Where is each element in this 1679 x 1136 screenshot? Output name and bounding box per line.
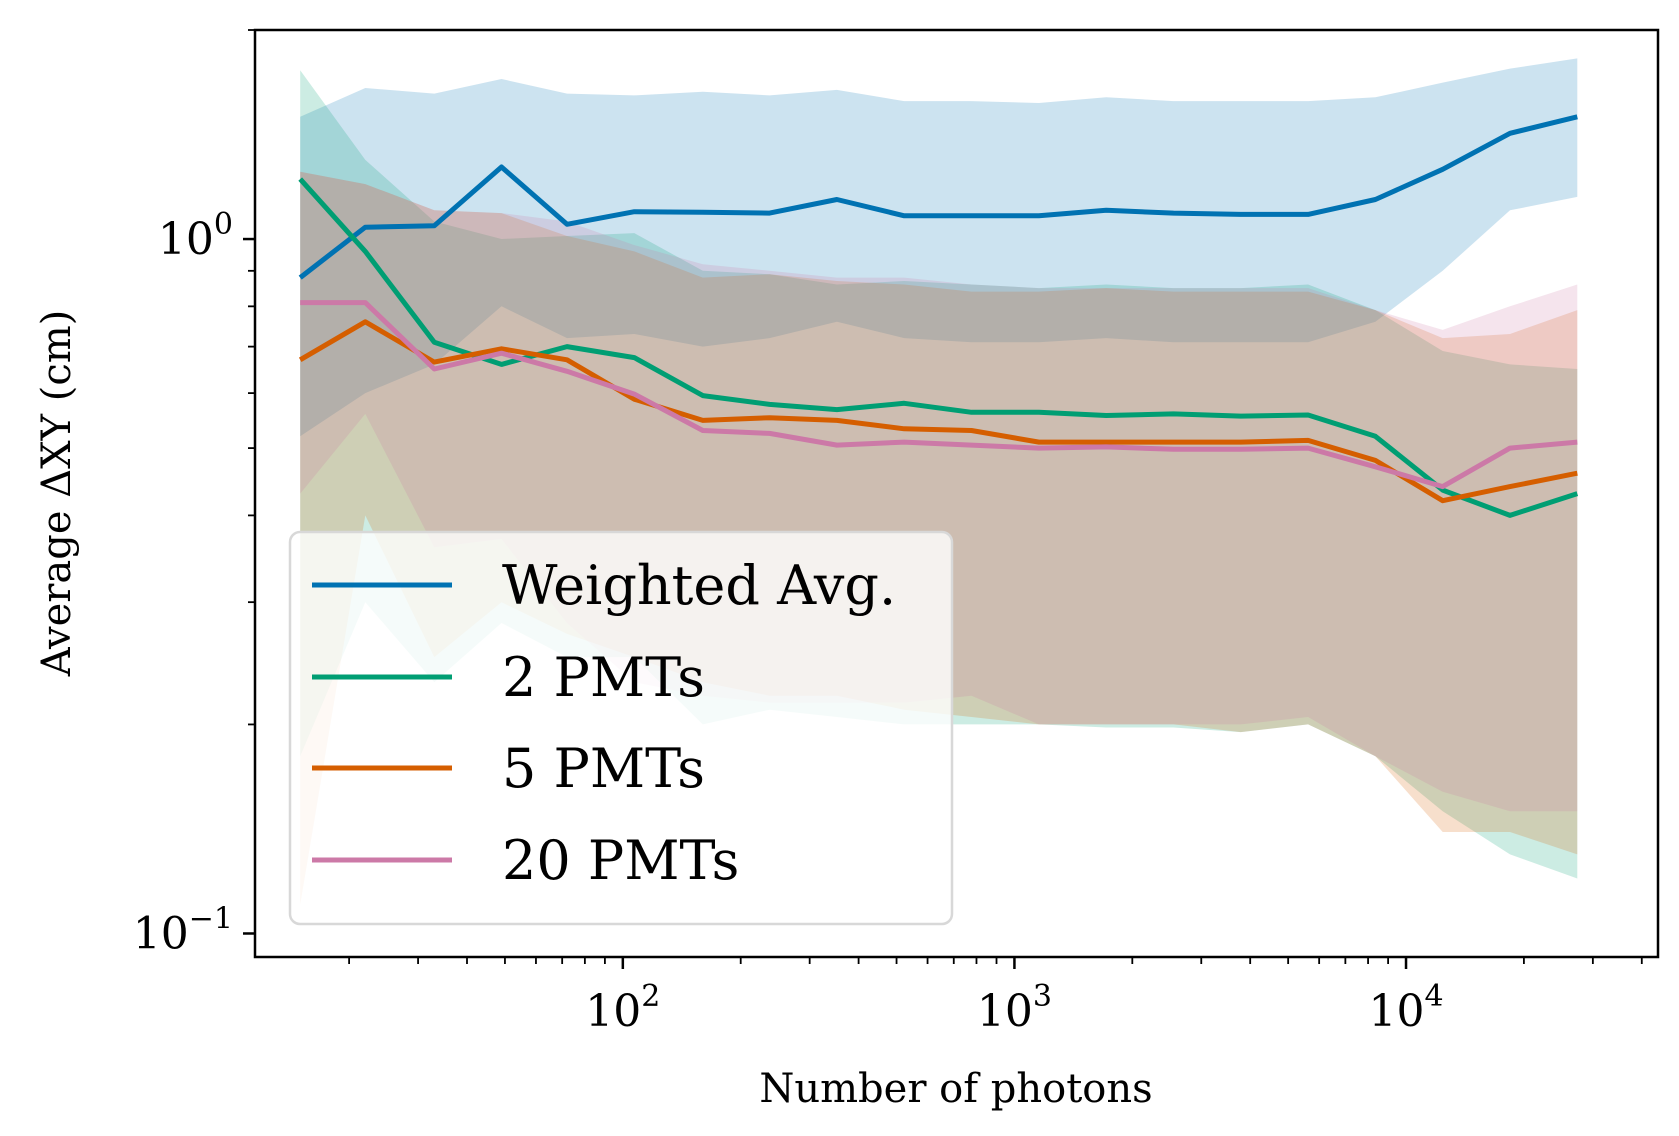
x-tick-exponent: 4 xyxy=(1424,979,1443,1014)
x-tick-exponent: 3 xyxy=(1033,979,1052,1014)
legend-label: 20 PMTs xyxy=(502,829,739,892)
legend-label: 5 PMTs xyxy=(502,737,705,800)
y-tick-base: 10 xyxy=(158,214,214,265)
x-tick-label: 104 xyxy=(1368,979,1443,1037)
series-line-1 xyxy=(298,177,1579,518)
legend-box xyxy=(288,530,954,926)
x-axis-ticks: 102 103 104 xyxy=(348,957,1643,1037)
y-tick-base: 10 xyxy=(133,908,189,959)
legend-label: 2 PMTs xyxy=(502,646,705,709)
legend-label: Weighted Avg. xyxy=(502,554,896,617)
x-tick-label: 102 xyxy=(585,979,660,1037)
y-tick-exponent: −1 xyxy=(189,901,233,936)
y-axis-label: Average ΔXY (cm) xyxy=(34,310,80,678)
series-line-3 xyxy=(300,300,1578,490)
x-tick-base: 10 xyxy=(585,986,641,1037)
legend: Weighted Avg. 2 PMTs 5 PMTs 20 PMTs xyxy=(288,530,954,926)
x-tick-base: 10 xyxy=(977,986,1033,1037)
y-tick-label: 100 xyxy=(158,207,233,265)
series-line-0 xyxy=(298,114,1578,280)
x-tick-exponent: 2 xyxy=(641,979,660,1014)
band-0 xyxy=(300,58,1578,437)
x-axis-label: Number of photons xyxy=(759,1066,1152,1112)
y-tick-label: 10−1 xyxy=(133,901,233,959)
x-tick-base: 10 xyxy=(1368,986,1424,1037)
band-1 xyxy=(300,70,1578,879)
y-tick-exponent: 0 xyxy=(214,207,233,242)
series-line-2 xyxy=(298,319,1578,504)
x-tick-label: 103 xyxy=(977,979,1052,1037)
plot-frame xyxy=(253,28,1660,959)
series-lines xyxy=(298,114,1579,518)
